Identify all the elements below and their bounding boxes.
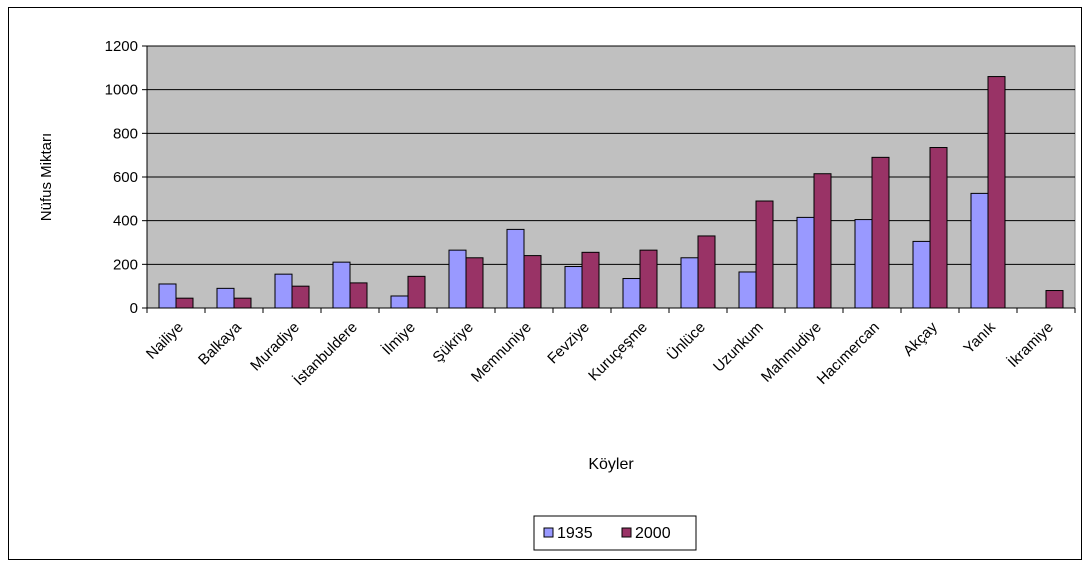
bars (158, 76, 1064, 309)
bar-2000-6 (523, 255, 542, 309)
legend: 1935 2000 (533, 515, 697, 551)
bar-2000-11 (813, 173, 832, 309)
legend-box (533, 515, 697, 551)
y-tick-label: 600 (113, 169, 138, 186)
bar-2000-1 (233, 297, 252, 309)
bar-1935-7 (564, 266, 583, 309)
bar-1935-9 (680, 257, 699, 309)
x-tick-label: Balkaya (195, 318, 245, 368)
bar-2000-3 (349, 282, 368, 309)
x-tick-label: İkramiye (1004, 318, 1057, 371)
x-tick-label: Yanık (960, 318, 999, 357)
x-tick-label: Hacımercan (814, 319, 883, 388)
y-tick-label: 800 (113, 125, 138, 142)
bar-2000-4 (407, 275, 426, 309)
y-tick-label: 200 (113, 256, 138, 273)
bar-2000-7 (581, 251, 600, 309)
x-tick-label: Muradiye (247, 319, 303, 375)
x-tick-label: Memnuniye (468, 319, 535, 386)
bar-2000-10 (755, 200, 774, 309)
legend-label-2000: 2000 (635, 525, 671, 542)
bar-2000-13 (929, 147, 948, 309)
y-axis-label: Nüfus Miktarı (38, 133, 55, 221)
bar-1935-0 (158, 283, 177, 309)
bar-1935-14 (970, 192, 989, 309)
x-tick-label: Şükriye (429, 319, 476, 366)
bar-1935-2 (274, 273, 293, 309)
bar-2000-9 (697, 235, 716, 309)
bar-1935-3 (332, 261, 351, 309)
bar-1935-4 (390, 295, 409, 309)
y-tick-label: 1000 (105, 82, 138, 99)
bar-1935-12 (854, 219, 873, 309)
bar-1935-1 (216, 287, 235, 309)
bar-2000-5 (465, 257, 484, 309)
y-tick-label: 400 (113, 213, 138, 230)
x-tick-label: Nailiye (143, 319, 187, 363)
legend-swatch-2000 (621, 527, 632, 538)
bar-2000-14 (987, 76, 1006, 309)
bar-2000-2 (291, 285, 310, 309)
bar-2000-12 (871, 156, 890, 309)
x-tick-label: Kuruçeşme (585, 319, 651, 385)
bar-1935-11 (796, 216, 815, 309)
x-tick-label: Fevziye (544, 319, 593, 368)
y-axis: 0 200 400 600 800 1000 1200 (105, 38, 148, 317)
x-tick-label: Uzunkum (710, 319, 767, 376)
x-tick-label: Ünlüce (663, 318, 709, 364)
x-axis-label: Köyler (588, 456, 634, 473)
y-tick-label: 1200 (105, 38, 138, 55)
bar-1935-5 (448, 249, 467, 309)
bar-2000-15 (1045, 290, 1064, 309)
legend-label-1935: 1935 (557, 525, 593, 542)
bar-1935-6 (506, 228, 525, 309)
x-tick-label: İlmiye (378, 318, 418, 358)
legend-swatch-1935 (543, 527, 554, 538)
y-tick-label: 0 (130, 300, 138, 317)
bar-2000-0 (175, 297, 194, 309)
bar-1935-10 (738, 271, 757, 309)
x-tick-label: Akçay (900, 318, 941, 359)
gridlines (147, 45, 1075, 309)
bar-1935-8 (622, 278, 641, 309)
bar-2000-8 (639, 249, 658, 309)
bar-1935-13 (912, 240, 931, 309)
